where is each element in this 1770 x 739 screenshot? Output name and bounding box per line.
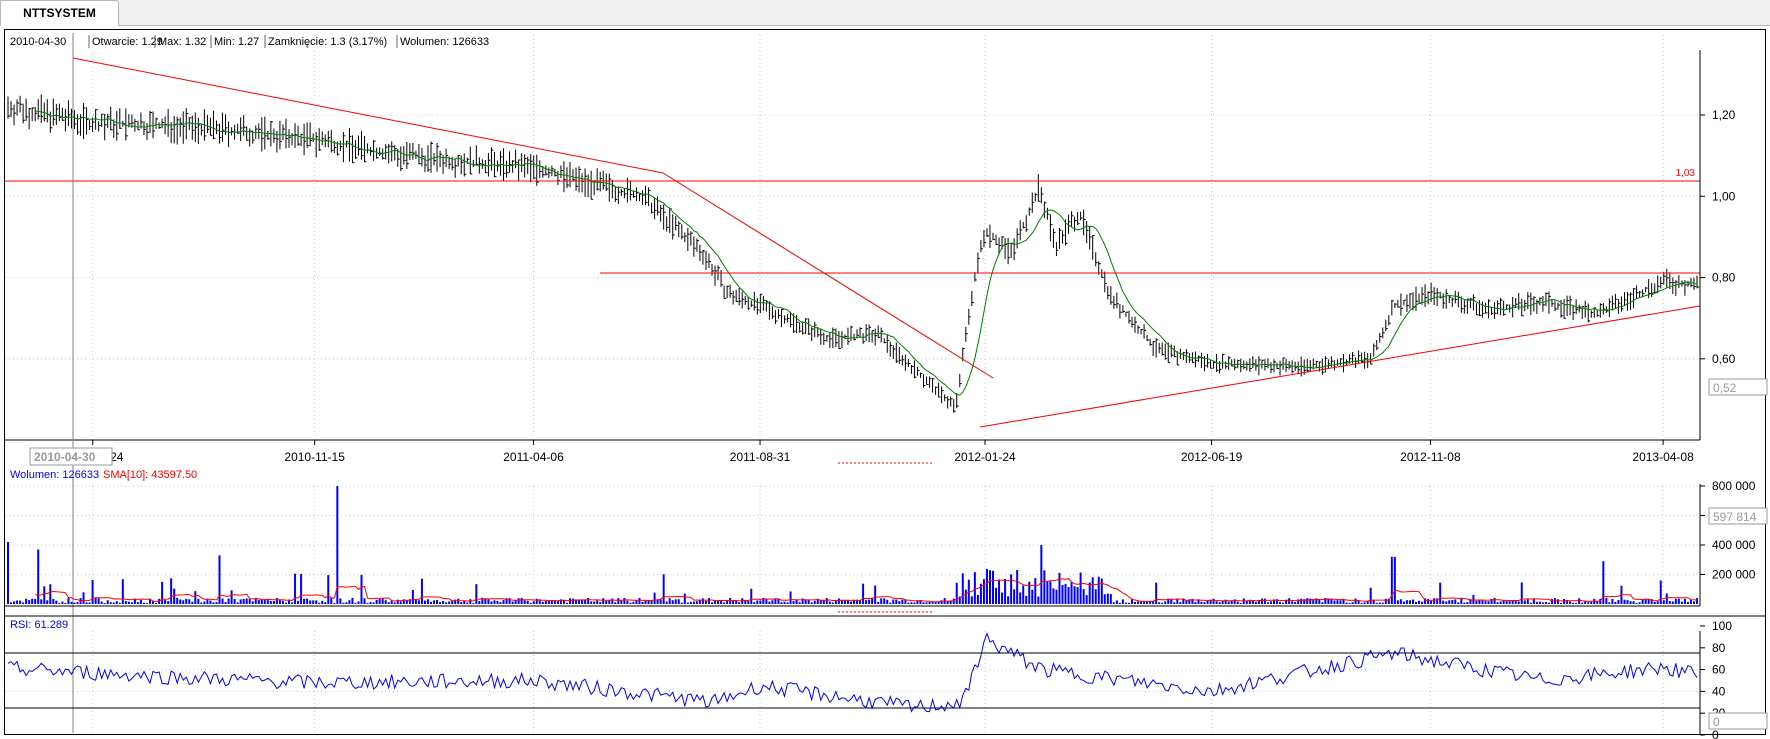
tab-bar: NTTSYSTEM	[0, 0, 1770, 26]
y-tick-label: 1,20	[1712, 108, 1736, 122]
sma-line	[35, 110, 1698, 396]
grid	[5, 35, 1700, 733]
trend-line-down-1[interactable]	[72, 57, 664, 174]
y-tick-label: 0	[1712, 728, 1719, 739]
y-tick-label: 0,80	[1712, 271, 1736, 285]
rsi-legend: RSI: 61.289	[10, 619, 68, 631]
x-tick-label: 2013-04-08	[1632, 450, 1694, 464]
y-tick-label: 1,00	[1712, 189, 1736, 203]
trend-line-down-2[interactable]	[662, 172, 994, 379]
x-tick-label: 2011-04-06	[503, 450, 564, 464]
price-x-ticks: 2010-06-242010-11-152011-04-062011-08-31…	[62, 440, 1694, 464]
hline-label: 1,03	[1676, 168, 1696, 179]
y-tick-label: 40	[1712, 684, 1726, 698]
x-tick-label: 2012-06-19	[1181, 450, 1243, 464]
y-tick-label: 800 000	[1712, 479, 1756, 493]
rsi-current-value: 0	[1713, 715, 1720, 729]
volume-sma-line	[35, 577, 1698, 603]
x-tick-label: 2010-11-15	[284, 450, 345, 464]
info-open: Otwarcie: 1.29	[92, 36, 163, 48]
tab-nttsystem[interactable]: NTTSYSTEM	[0, 0, 119, 26]
rsi-current-box	[1708, 712, 1768, 730]
volume-current-value: 597 814	[1713, 510, 1757, 524]
cursor-date-label: 2010-04-30	[34, 450, 96, 464]
info-volume: Wolumen: 126633	[400, 36, 489, 48]
price-bars	[7, 94, 1699, 413]
tab-label: NTTSYSTEM	[23, 6, 96, 20]
y-tick-label: 200 000	[1712, 568, 1756, 582]
price-y-ticks: 0,60 0,80 1,00 1,20	[1700, 108, 1736, 366]
volume-current-box	[1708, 507, 1768, 525]
y-tick-label: 60	[1712, 663, 1726, 677]
y-tick-label: 0,60	[1712, 352, 1736, 366]
y-tick-label: 100	[1712, 619, 1732, 633]
rsi-panel: RSI: 61.289 020406080100 0	[4, 615, 1768, 739]
info-min: Min: 1.27	[214, 36, 259, 48]
cursor-date-box	[29, 447, 113, 466]
rsi-y-ticks: 020406080100	[1700, 619, 1732, 739]
volume-legend: Wolumen: 126633	[10, 469, 99, 481]
volume-panel: Wolumen: 126633 SMA[10]: 43597.50 200 00…	[5, 469, 1768, 613]
info-max: Max: 1.32	[158, 36, 206, 48]
trend-line-up[interactable]	[979, 305, 1701, 428]
x-tick-label: 2012-11-08	[1400, 450, 1461, 464]
sma-legend: SMA[10]: 43597.50	[103, 469, 197, 481]
info-close: Zamknięcie: 1.3 (3.17%)	[268, 36, 387, 48]
price-current-box	[1708, 378, 1768, 396]
rsi-line	[7, 632, 1698, 713]
x-tick-label: 2012-01-24	[954, 450, 1016, 464]
y-tick-label: 400 000	[1712, 538, 1756, 552]
y-tick-label: 80	[1712, 641, 1726, 655]
info-date: 2010-04-30	[10, 36, 66, 48]
price-panel: 2010-04-30 Otwarcie: 1.29 Max: 1.32 Min:…	[5, 35, 1768, 464]
x-tick-label: 2011-08-31	[730, 450, 791, 464]
price-current-value: 0,52	[1713, 381, 1737, 395]
